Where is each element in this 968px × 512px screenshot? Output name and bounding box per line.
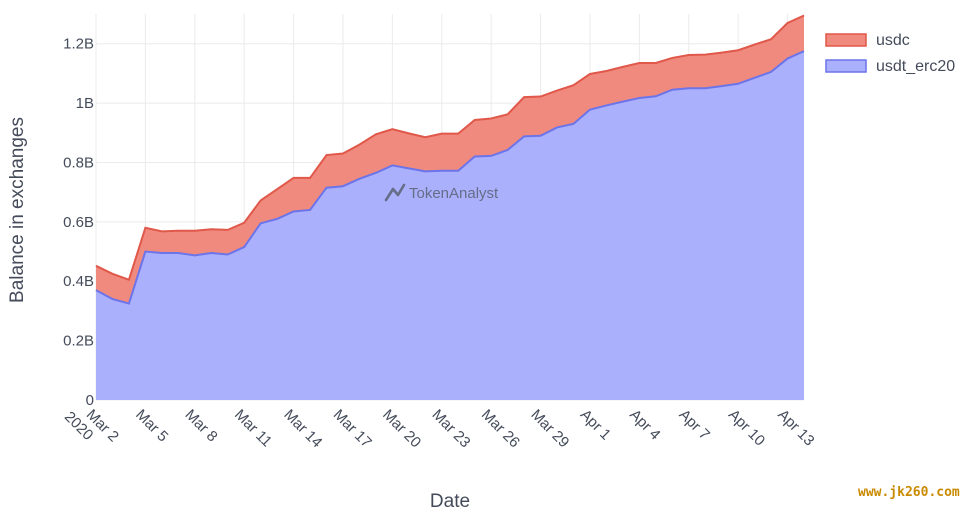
legend-item-usdt-erc20[interactable]: usdt_erc20 (825, 58, 955, 75)
x-tick: Mar 26 (478, 406, 523, 451)
x-tick-label: Mar 23 (429, 406, 474, 451)
legend-swatch (825, 33, 867, 47)
x-tick: Mar 29 (527, 406, 572, 451)
tokenanalyst-watermark: TokenAnalyst (384, 183, 499, 202)
x-tick: Apr 13 (774, 406, 817, 449)
y-tick-label: 0.2B (63, 333, 94, 350)
x-tick-label: Mar 26 (478, 406, 523, 451)
y-tick-label: 0.8B (63, 154, 94, 171)
x-tick: Mar 23 (429, 406, 474, 451)
x-tick-label: Apr 7 (676, 406, 713, 443)
legend-item-usdc[interactable]: usdc (825, 32, 910, 49)
x-tick: Apr 4 (626, 406, 663, 443)
x-tick-label: Mar 29 (527, 406, 572, 451)
x-tick: Mar 8 (182, 406, 221, 445)
watermark-text: TokenAnalyst (409, 185, 499, 202)
usdc-line (95, 14, 805, 282)
legend-swatch (825, 59, 867, 73)
x-tick-label: Mar 8 (182, 406, 221, 445)
x-tick: Mar 14 (280, 406, 325, 451)
tokenanalyst-logo-icon (384, 183, 406, 202)
x-tick-label: Mar 20 (379, 406, 424, 451)
x-tick-label: Mar 11 (231, 406, 275, 450)
x-tick: Apr 7 (676, 406, 713, 443)
x-tick: Mar 17 (330, 406, 375, 451)
y-axis-title: Balance in exchanges (7, 117, 28, 303)
x-tick-label: Mar 17 (330, 406, 375, 451)
x-tick: Apr 10 (725, 406, 768, 449)
usdt-erc20-line (95, 50, 805, 305)
y-tick-label: 1B (76, 95, 94, 112)
x-tick-label: Apr 1 (577, 406, 614, 443)
x-tick: Mar 5 (132, 406, 171, 445)
x-axis-title: Date (430, 491, 470, 512)
area-series (95, 14, 805, 401)
y-tick-label: 0.4B (63, 273, 94, 290)
x-tick-label: Apr 4 (626, 406, 663, 443)
legend-label: usdt_erc20 (876, 58, 955, 75)
site-mark: www.jk260.com (858, 485, 960, 500)
usdc-area (96, 15, 804, 304)
y-axis-ticks: 0 0.2B 0.4B 0.6B 0.8B 1B 1.2B (63, 36, 94, 409)
y-tick-label: 1.2B (63, 36, 94, 53)
y-tick-label: 0.6B (63, 214, 94, 231)
x-tick-label: Apr 10 (725, 406, 768, 449)
y-tick-label: 0 (86, 392, 94, 409)
legend[interactable]: usdc usdt_erc20 (825, 32, 955, 75)
x-tick-label: Mar 5 (132, 406, 171, 445)
x-tick-label: Mar 14 (280, 406, 325, 451)
x-tick: Mar 20 (379, 406, 424, 451)
x-tick: Mar 11 (231, 406, 275, 450)
x-tick-label: Apr 13 (774, 406, 817, 449)
usdt-erc20-area (96, 51, 804, 401)
legend-label: usdc (876, 32, 910, 49)
x-tick: Apr 1 (577, 406, 614, 443)
